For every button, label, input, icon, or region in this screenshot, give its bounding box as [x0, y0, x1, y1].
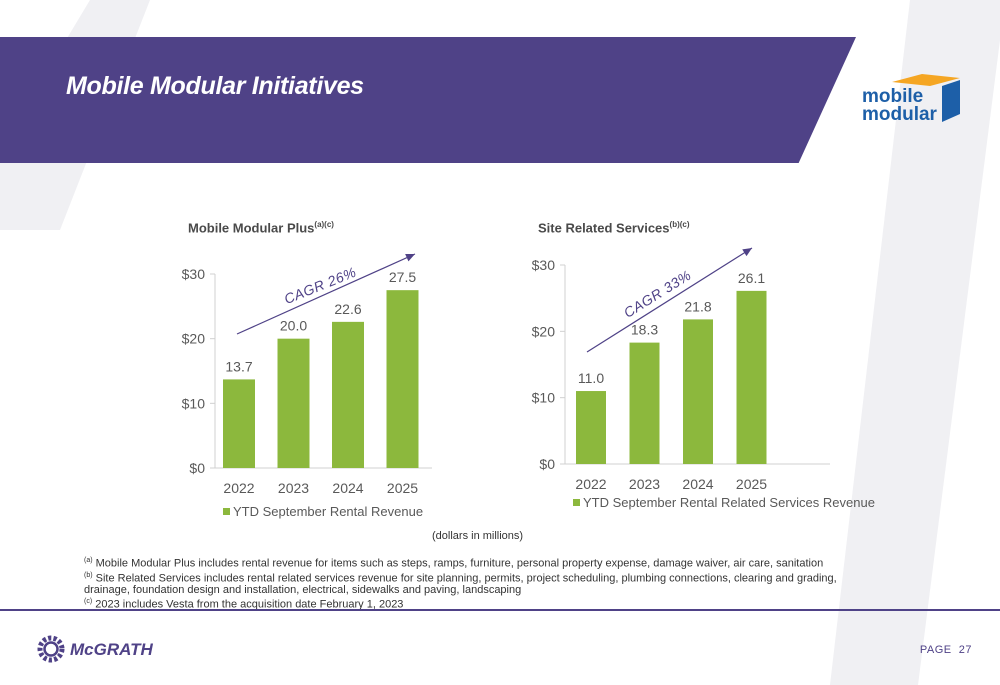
y-tick-label: $10: [182, 395, 206, 411]
mobile-modular-logo: mobile modular: [862, 74, 960, 125]
x-tick-label-2025: 2025: [736, 476, 767, 492]
legend-label: YTD September Rental Related Services Re…: [583, 495, 875, 510]
title-banner: [0, 37, 856, 163]
data-label-2025: 26.1: [738, 270, 765, 286]
chart-title: Mobile Modular Plus(a)(c): [188, 220, 334, 236]
chart-svg: $0 $10 $20 $30 11.0 2022 18.3 2023 21.8 2024 26.1 2…: [532, 247, 875, 510]
footnotes: (a) Mobile Modular Plus includes rental …: [84, 555, 884, 611]
footnote-b: (b) Site Related Services includes renta…: [84, 571, 837, 597]
x-tick-label-2023: 2023: [629, 476, 660, 492]
data-label-2024: 21.8: [684, 298, 711, 314]
bar-2024: [683, 319, 713, 464]
chart-mobile-modular-plus: Mobile Modular Plus(a)(c) $0 $10 $20 $30 13.…: [170, 210, 440, 540]
y-tick-label: $20: [532, 323, 556, 339]
y-tick-label: $0: [189, 460, 205, 476]
x-tick-label-2025: 2025: [387, 480, 418, 496]
page-title: Mobile Modular Initiatives: [66, 72, 364, 100]
y-tick-label: $30: [532, 257, 556, 273]
data-label-2022: 13.7: [225, 358, 252, 374]
cagr-arrow-head: [405, 254, 415, 262]
legend-swatch: [223, 508, 230, 515]
chart-site-related-services: Site Related Services(b)(c) $0 $10 $20 $30 1…: [520, 210, 875, 540]
data-label-2023: 18.3: [631, 322, 658, 338]
cagr-arrow-head: [742, 248, 752, 257]
bar-2022: [576, 391, 606, 464]
x-tick-label-2023: 2023: [278, 480, 309, 496]
bar-2024: [332, 321, 364, 468]
gear-icon: [37, 635, 65, 663]
legend-swatch: [573, 499, 580, 506]
footnote-c: (c) 2023 includes Vesta from the acquisi…: [84, 598, 404, 611]
chart-title: Site Related Services(b)(c): [538, 220, 690, 236]
y-tick-label: $30: [182, 266, 206, 282]
bar-2023: [277, 338, 310, 468]
data-label-2025: 27.5: [389, 269, 416, 285]
chart-svg: $0 $10 $20 $30 13.7 2022 20.0 2023 22.6 2024 27.5 2…: [182, 253, 432, 519]
data-label-2024: 22.6: [334, 301, 361, 317]
mobile-modular-logo-line1: mobile: [862, 86, 923, 107]
data-label-2022: 11.0: [578, 370, 604, 386]
footnote-a: (a) Mobile Modular Plus includes rental …: [84, 557, 824, 570]
x-tick-label-2024: 2024: [682, 476, 713, 492]
y-tick-label: $20: [182, 331, 206, 347]
data-label-2023: 20.0: [280, 318, 307, 334]
footer-divider: [0, 609, 1000, 611]
bar-2022: [223, 379, 255, 468]
x-tick-label-2024: 2024: [332, 480, 363, 496]
y-tick-label: $0: [539, 456, 555, 472]
units-note: (dollars in millions): [432, 530, 524, 542]
cagr-arrow-line: [236, 253, 416, 335]
y-tick-label: $10: [532, 390, 556, 406]
x-tick-label-2022: 2022: [575, 476, 606, 492]
cagr-arrow-line: [586, 247, 753, 353]
bar-2023: [629, 342, 660, 464]
page-number: PAGE 27: [919, 644, 972, 656]
mcgrath-logo-text: McGRATH: [70, 640, 154, 659]
x-tick-label-2022: 2022: [223, 480, 254, 496]
mobile-modular-logo-line2: modular: [862, 104, 938, 125]
legend-label: YTD September Rental Revenue: [233, 504, 423, 519]
cagr-annotation: CAGR 33%: [621, 267, 694, 321]
mcgrath-logo: McGRATH: [37, 635, 154, 663]
bar-2025: [386, 290, 419, 468]
bar-2025: [736, 290, 767, 464]
